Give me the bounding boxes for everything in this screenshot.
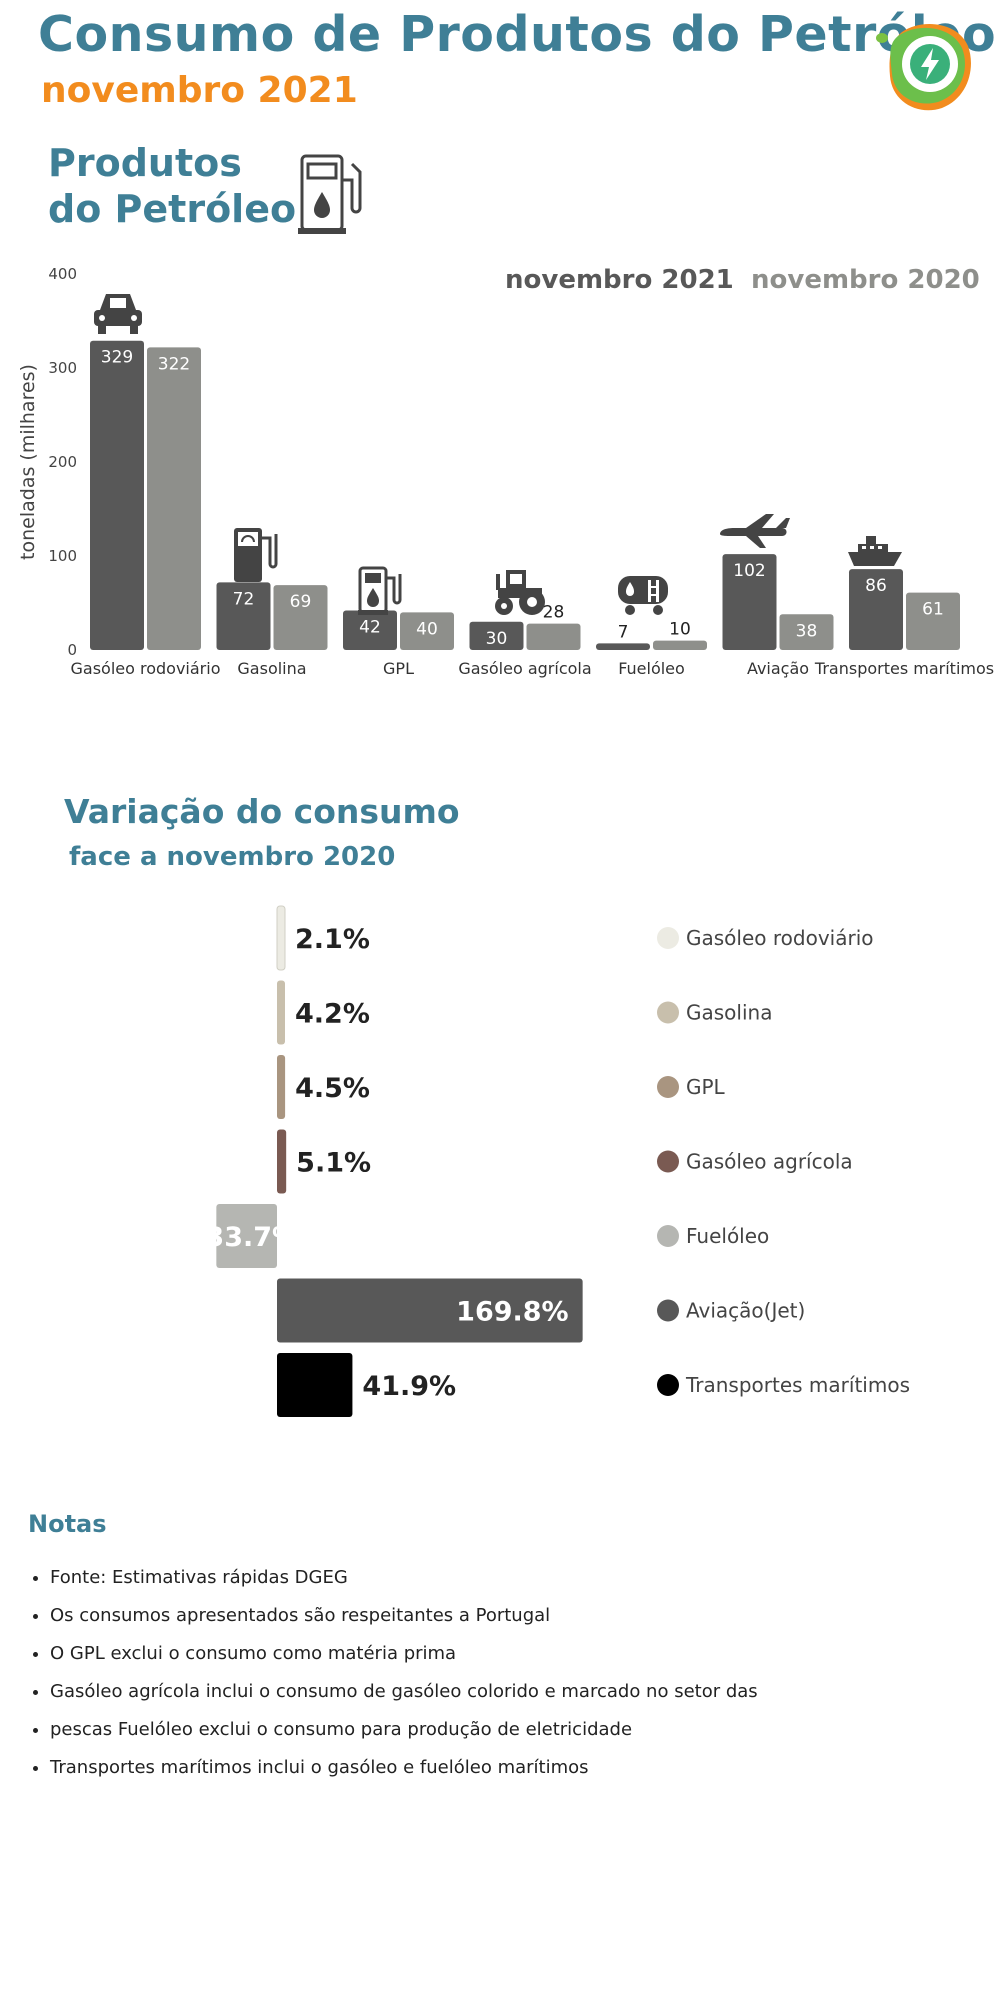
- legend-label: Fuelóleo: [686, 1224, 769, 1248]
- bar-2021: [216, 582, 271, 650]
- bar-value-label: 28: [543, 603, 565, 623]
- x-category-label: Aviação: [747, 659, 809, 678]
- bar-value-label: 72: [233, 589, 255, 609]
- legend-marker: [657, 1150, 679, 1173]
- bar-2020: [906, 592, 960, 650]
- bar-value-label: 30: [486, 629, 508, 649]
- y-tick-label: 400: [48, 265, 77, 283]
- bar-value-label: 329: [101, 348, 133, 368]
- notes-list: Fonte: Estimativas rápidas DGEG Os consu…: [22, 1566, 810, 1794]
- bar-value-label: 69: [290, 592, 312, 612]
- bar-chart: toneladas (milhares) 0 100 200 300 400 329 322 G…: [17, 265, 994, 678]
- bar-2020: [526, 623, 581, 650]
- bar-2020: [779, 614, 834, 650]
- legend-marker: [657, 1001, 679, 1024]
- x-category-label: Gasóleo agrícola: [458, 659, 591, 678]
- bar-value-label: 7: [618, 622, 629, 642]
- variation-value-label: 2.1%: [295, 924, 370, 955]
- note-item: pescas Fuelóleo exclui o consumo para pr…: [50, 1718, 810, 1756]
- ship-icon: [848, 536, 902, 566]
- lpg-pump-icon: [358, 566, 402, 615]
- legend-label: Gasóleo agrícola: [686, 1150, 853, 1174]
- legend-marker: [657, 1076, 679, 1098]
- legend-marker: [657, 1374, 679, 1396]
- y-tick-label: 100: [48, 547, 77, 565]
- bar-2021: [90, 340, 144, 650]
- notes-title: Notas: [28, 1510, 107, 1538]
- variation-bar: [276, 905, 286, 971]
- legend-label: Gasolina: [686, 1001, 772, 1025]
- variation-bar: [216, 1204, 277, 1268]
- variation-bar: [277, 1129, 287, 1194]
- gas-pump-icon: [234, 528, 278, 582]
- page-subtitle: novembro 2021: [41, 70, 358, 111]
- variation-value-label: 5.1%: [296, 1148, 371, 1179]
- legend-marker: [657, 927, 679, 949]
- bar-2021: [722, 554, 777, 650]
- legend-2020: novembro 2020: [751, 265, 980, 295]
- section-title-line2: do Petróleo: [48, 187, 297, 231]
- legend-label: GPL: [686, 1075, 726, 1099]
- page-title: Consumo de Produtos do Petróleo: [38, 6, 997, 63]
- bar-value-label: 322: [158, 354, 190, 374]
- bar-value-label: 86: [865, 576, 887, 596]
- variation-value-label: 169.8%: [456, 1297, 568, 1328]
- note-item: Os consumos apresentados são respeitante…: [50, 1604, 810, 1642]
- bar-2021: [849, 569, 903, 650]
- variation-value-label: -33.7%: [194, 1222, 299, 1253]
- legend-2021: novembro 2021: [505, 265, 734, 295]
- variation-subtitle: face a novembro 2020: [69, 842, 396, 872]
- bar-2020: [400, 612, 454, 650]
- variation-bar: [277, 1278, 583, 1343]
- car-icon: [94, 294, 142, 334]
- x-category-label: Fuelóleo: [618, 659, 685, 678]
- tractor-icon: [495, 570, 545, 615]
- variation-value-label: 4.5%: [295, 1073, 370, 1104]
- note-item: Transportes marítimos inclui o gasóleo e…: [50, 1756, 810, 1794]
- bar-value-label: 102: [733, 561, 765, 581]
- variation-bar: [277, 1353, 353, 1417]
- x-category-label: Gasóleo rodoviário: [71, 659, 221, 678]
- y-tick-label: 200: [48, 453, 77, 471]
- x-category-label: Transportes marítimos: [814, 659, 994, 678]
- note-item: Gasóleo agrícola inclui o consumo de gas…: [50, 1680, 810, 1718]
- bar-value-label: 42: [359, 618, 381, 638]
- fuel-tank-icon: [618, 576, 668, 615]
- variation-chart: 2.1% Gasóleo rodoviário 4.2% Gasolina 4.5% GP…: [194, 905, 910, 1417]
- variation-title: Variação do consumo: [64, 792, 460, 831]
- variation-bar: [277, 1055, 286, 1119]
- y-axis-label: toneladas (milhares): [17, 364, 39, 560]
- x-category-label: Gasolina: [237, 659, 306, 678]
- variation-bar: [277, 980, 285, 1045]
- bar-2021: [343, 610, 397, 650]
- note-item: O GPL exclui o consumo como matéria prim…: [50, 1642, 810, 1680]
- legend-label: Transportes marítimos: [685, 1373, 910, 1397]
- legend-label: Gasóleo rodoviário: [686, 926, 873, 950]
- logo-icon: [876, 23, 971, 111]
- legend-marker: [657, 1225, 679, 1247]
- note-item: Fonte: Estimativas rápidas DGEG: [50, 1566, 810, 1604]
- y-tick-label: 0: [67, 641, 77, 659]
- fuel-pump-icon: [298, 154, 362, 234]
- section-title: Produtos do Petróleo: [48, 140, 296, 232]
- bar-2020: [147, 347, 201, 650]
- bar-2020: [273, 585, 328, 650]
- legend-marker: [657, 1299, 679, 1322]
- bar-value-label: 61: [922, 600, 944, 620]
- bar-2021: [596, 643, 650, 650]
- x-category-label: GPL: [383, 659, 414, 678]
- airplane-icon: [720, 514, 790, 548]
- variation-value-label: 4.2%: [295, 999, 370, 1030]
- bar-2020: [653, 640, 707, 650]
- section-title-line1: Produtos: [48, 141, 242, 185]
- bar-value-label: 40: [416, 619, 438, 639]
- bar-value-label: 10: [669, 620, 691, 640]
- bar-value-label: 38: [796, 621, 818, 641]
- bar-2021: [469, 621, 524, 650]
- legend-label: Aviação(Jet): [686, 1299, 805, 1323]
- variation-value-label: 41.9%: [362, 1371, 456, 1402]
- y-tick-label: 300: [48, 359, 77, 377]
